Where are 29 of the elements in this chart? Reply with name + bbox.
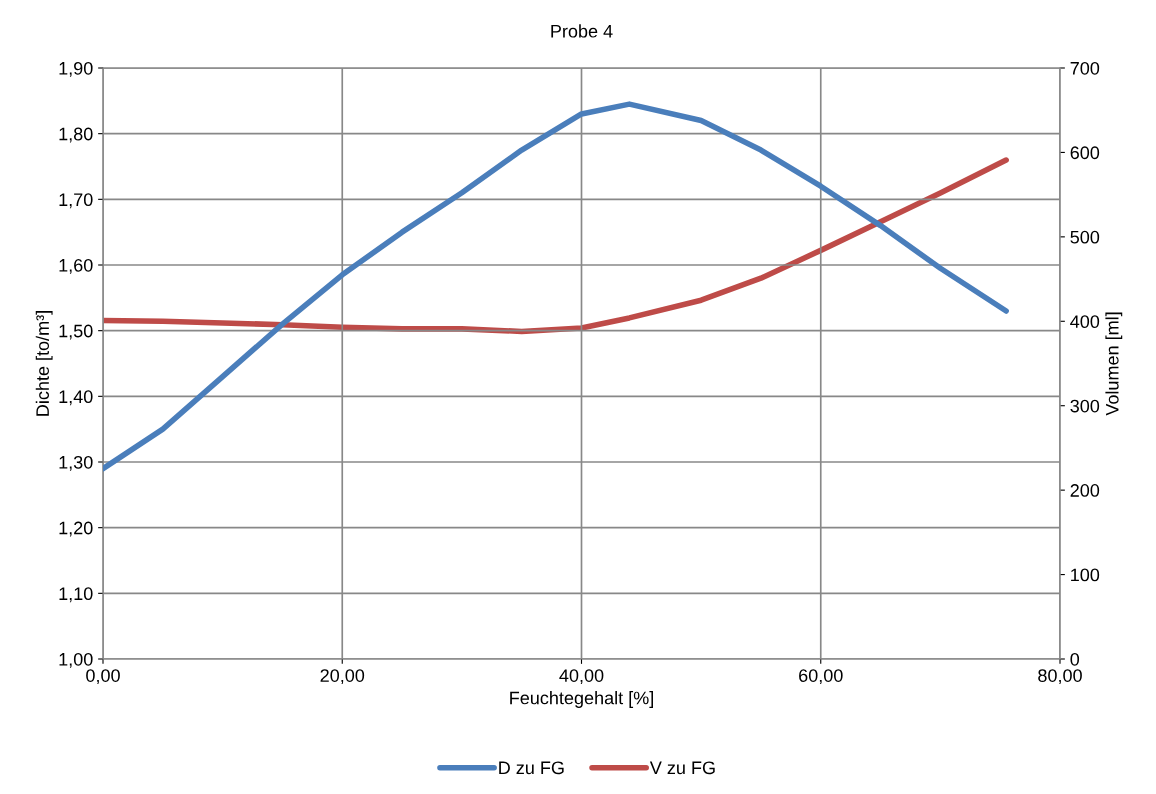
y2-tick-label: 400 [1070, 315, 1100, 329]
chart-title: Probe 4 [551, 24, 613, 38]
y-tick-label: 1,60 [59, 258, 93, 274]
y2-tick-label: 500 [1070, 230, 1100, 244]
legend-label: V zu FG [649, 761, 715, 775]
y2-tick-label: 200 [1070, 484, 1100, 497]
y2-tick-label: 700 [1070, 61, 1100, 75]
y2-tick-label: 600 [1070, 146, 1100, 160]
y-tick-label: 1,30 [59, 455, 93, 471]
y-axis-title: Dichte [to/m³] [35, 311, 53, 416]
x-axis-title: Feuchtegehalt [%] [510, 691, 653, 708]
x-tick-label: 0,00 [86, 669, 120, 685]
x-tick-label: 60,00 [799, 669, 843, 685]
y2-tick-label: 100 [1071, 568, 1100, 582]
y-tick-label: 1,80 [59, 127, 93, 143]
y-tick-label: 1,20 [59, 521, 93, 537]
y2-tick-label: 0 [1070, 652, 1080, 666]
y2-axis-title: Volumen [ml] [1105, 312, 1123, 416]
x-tick-label: 20,00 [320, 669, 365, 685]
y-tick-label: 1,00 [59, 652, 93, 668]
y-tick-label: 1,70 [59, 193, 93, 209]
y2-tick-label: 300 [1070, 399, 1100, 413]
x-tick-label: 40,00 [559, 669, 604, 685]
legend-label: D zu FG [499, 761, 564, 775]
x-tick-label: 80,00 [1038, 669, 1082, 685]
y-tick-label: 1,10 [59, 587, 93, 603]
y-tick-label: 1,40 [59, 390, 93, 406]
y-tick-label: 1,90 [59, 61, 93, 77]
y-tick-label: 1,50 [59, 324, 93, 340]
